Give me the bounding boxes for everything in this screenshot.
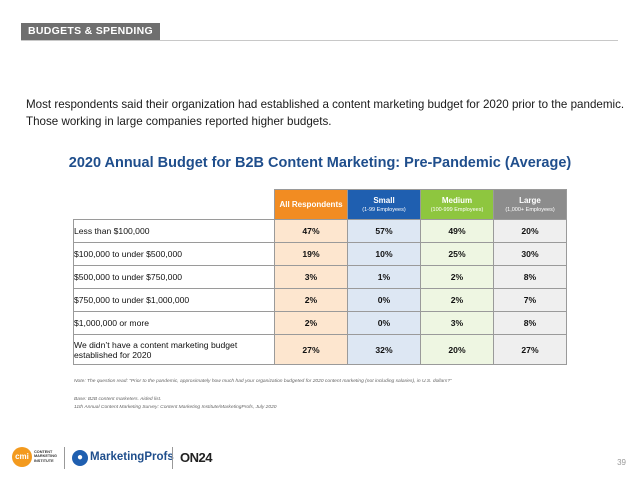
- cell-all: 2%: [274, 311, 348, 335]
- column-name: All Respondents: [279, 200, 343, 209]
- table-row: $100,000 to under $500,000 19% 10% 25% 3…: [73, 242, 567, 266]
- cell-medium: 49%: [420, 219, 494, 243]
- section-divider: [21, 40, 618, 41]
- cell-large: 7%: [493, 288, 567, 312]
- cell-medium: 2%: [420, 288, 494, 312]
- cell-medium: 2%: [420, 265, 494, 289]
- intro-paragraph: Most respondents said their organization…: [26, 98, 625, 128]
- cell-small: 1%: [347, 265, 421, 289]
- row-label: $100,000 to under $500,000: [73, 242, 275, 266]
- section-tab: BUDGETS & SPENDING: [21, 23, 160, 40]
- cell-large: 27%: [493, 334, 567, 365]
- cell-all: 27%: [274, 334, 348, 365]
- logo-divider: [172, 447, 173, 469]
- cell-all: 2%: [274, 288, 348, 312]
- budget-table: All Respondents Small (1-99 Employees) M…: [73, 189, 567, 365]
- table-title: 2020 Annual Budget for B2B Content Marke…: [68, 155, 572, 171]
- cell-small: 32%: [347, 334, 421, 365]
- cmi-logo-text: CONTENT MARKETING INSTITUTE: [34, 450, 57, 463]
- row-label: $500,000 to under $750,000: [73, 265, 275, 289]
- row-label: Less than $100,000: [73, 219, 275, 243]
- table-row: $1,000,000 or more 2% 0% 3% 8%: [73, 311, 567, 335]
- column-name: Small: [373, 196, 395, 205]
- table-header-row: All Respondents Small (1-99 Employees) M…: [73, 189, 567, 220]
- table-row: $750,000 to under $1,000,000 2% 0% 2% 7%: [73, 288, 567, 312]
- cell-large: 30%: [493, 242, 567, 266]
- cell-all: 19%: [274, 242, 348, 266]
- cell-small: 0%: [347, 288, 421, 312]
- logo-divider: [64, 447, 65, 469]
- on24-logo: ON24: [180, 450, 212, 465]
- column-subtitle: (1,000+ Employees): [505, 207, 555, 213]
- cell-small: 0%: [347, 311, 421, 335]
- column-header-medium: Medium (100-999 Employees): [420, 189, 494, 220]
- marketingprofs-logo-icon: ●: [72, 450, 88, 466]
- base-note: Base: B2B content marketers. Aided list.: [74, 397, 162, 402]
- cell-medium: 3%: [420, 311, 494, 335]
- column-subtitle: (1-99 Employees): [362, 207, 406, 213]
- column-header-large: Large (1,000+ Employees): [493, 189, 567, 220]
- column-name: Medium: [441, 196, 473, 205]
- page-number: 39: [617, 458, 626, 467]
- table-row: We didn’t have a content marketing budge…: [73, 334, 567, 365]
- cell-large: 8%: [493, 265, 567, 289]
- column-name: Large: [519, 196, 541, 205]
- logo-bar: cmi CONTENT MARKETING INSTITUTE ● Market…: [12, 447, 252, 473]
- column-subtitle: (100-999 Employees): [430, 207, 484, 213]
- table-row: $500,000 to under $750,000 3% 1% 2% 8%: [73, 265, 567, 289]
- cell-all: 3%: [274, 265, 348, 289]
- header-blank-cell: [73, 189, 275, 220]
- marketingprofs-logo-text: MarketingProfs: [90, 451, 174, 463]
- cell-medium: 25%: [420, 242, 494, 266]
- cell-medium: 20%: [420, 334, 494, 365]
- cell-all: 47%: [274, 219, 348, 243]
- row-label: We didn’t have a content marketing budge…: [73, 334, 275, 365]
- row-label: $1,000,000 or more: [73, 311, 275, 335]
- cell-large: 8%: [493, 311, 567, 335]
- column-header-all-respondents: All Respondents: [274, 189, 348, 220]
- row-label: $750,000 to under $1,000,000: [73, 288, 275, 312]
- column-header-small: Small (1-99 Employees): [347, 189, 421, 220]
- cell-small: 10%: [347, 242, 421, 266]
- cell-small: 57%: [347, 219, 421, 243]
- footnote: Note: The question read: “Prior to the p…: [74, 379, 452, 384]
- cell-large: 20%: [493, 219, 567, 243]
- cmi-logo-icon: cmi: [12, 447, 32, 467]
- table-row: Less than $100,000 47% 57% 49% 20%: [73, 219, 567, 243]
- source-note: 11th Annual Content Marketing Survey: Co…: [74, 405, 277, 410]
